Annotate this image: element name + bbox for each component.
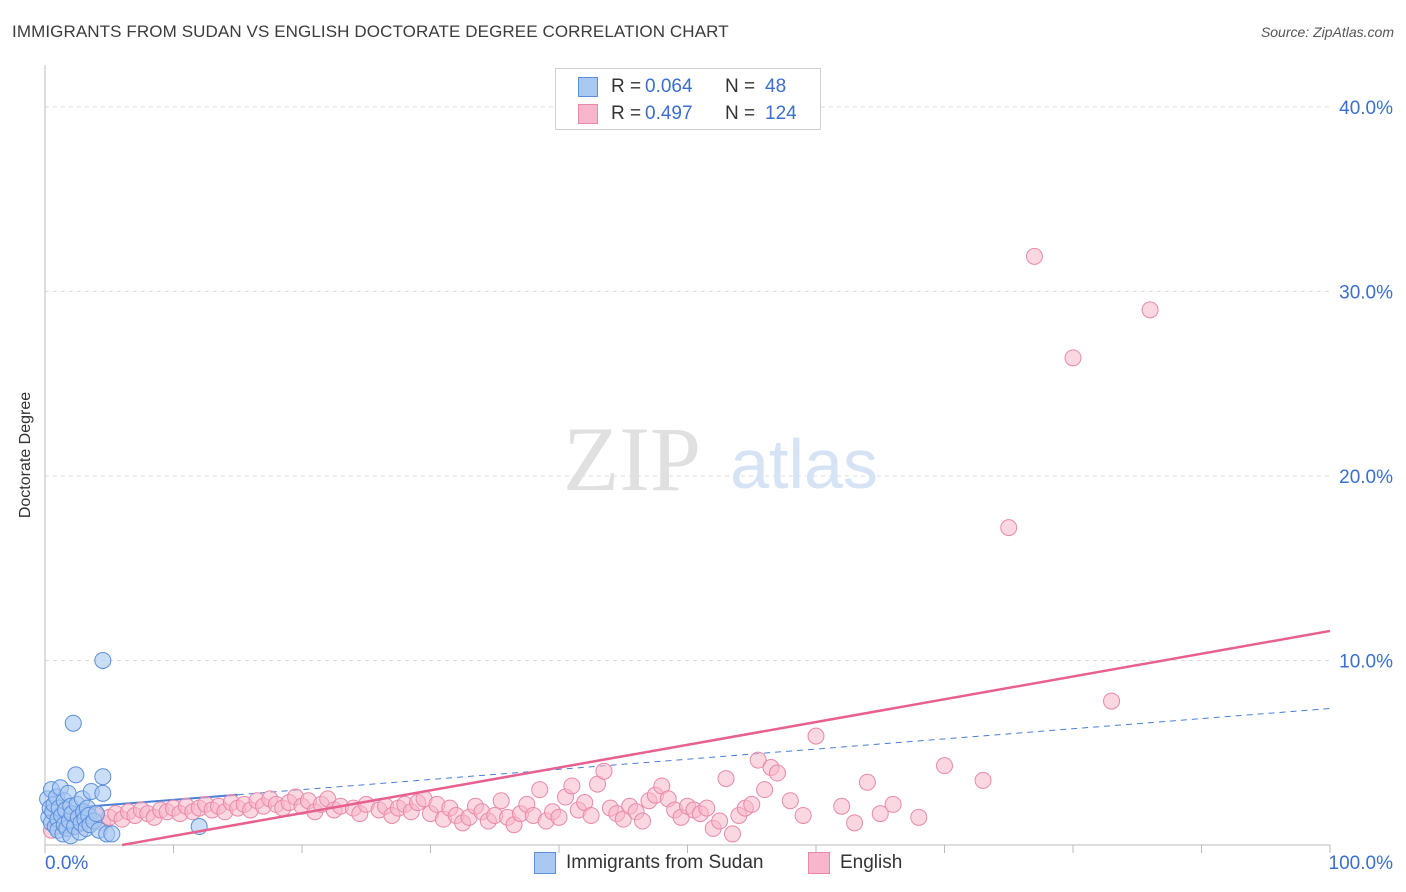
point-english	[749, 751, 767, 769]
point-english	[717, 770, 735, 788]
point-english	[1000, 519, 1018, 537]
point-english	[768, 764, 786, 782]
legend-swatch-english	[808, 852, 830, 874]
point-english	[794, 806, 812, 824]
point-english	[781, 792, 799, 810]
r-label: R =	[611, 76, 642, 97]
point-sudan	[94, 651, 112, 669]
point-english	[563, 777, 581, 795]
x-tick-label-min: 0.0%	[45, 853, 88, 874]
y-tick-label: 30.0%	[1339, 282, 1393, 303]
point-english	[1064, 349, 1082, 367]
point-english	[582, 806, 600, 824]
watermark-atlas: atlas	[730, 425, 878, 503]
axes	[44, 65, 1331, 853]
legend-item-sudan[interactable]: Immigrants from Sudan	[534, 852, 763, 874]
point-english	[871, 805, 889, 823]
point-english	[974, 771, 992, 789]
point-english	[884, 795, 902, 813]
x-tick-label-max: 100.0%	[1329, 853, 1394, 874]
legend-item-english[interactable]: English	[808, 852, 902, 874]
point-sudan	[87, 805, 105, 823]
stats-row-english: R = 0.497 N = 124	[578, 102, 797, 126]
point-english	[550, 808, 568, 826]
n-value: 48	[765, 76, 787, 97]
stats-box: R = 0.064 N = 48 R = 0.497 N = 124	[555, 68, 821, 130]
point-english	[531, 781, 549, 799]
point-english	[910, 808, 928, 826]
watermark: ZIP atlas	[563, 408, 878, 510]
source-label: Source: ZipAtlas.com	[1260, 24, 1394, 40]
point-english	[846, 814, 864, 832]
series-english	[42, 247, 1159, 843]
trend-line-english-path	[121, 629, 1331, 847]
point-sudan	[103, 825, 121, 843]
point-english	[1141, 301, 1159, 319]
tick-labels: 10.0% 20.0% 30.0% 40.0% 0.0% 100.0%	[45, 98, 1393, 874]
y-tick-label: 40.0%	[1339, 98, 1393, 119]
point-sudan	[94, 784, 112, 802]
n-label: N =	[725, 103, 756, 124]
trend-dashed-sudan	[237, 707, 1331, 796]
point-sudan	[94, 768, 112, 786]
swatch-sudan	[578, 77, 598, 97]
stats-row-sudan: R = 0.064 N = 48	[578, 75, 786, 99]
point-english	[634, 812, 652, 830]
y-tick-label: 20.0%	[1339, 467, 1393, 488]
trend-line-sudan	[44, 707, 1331, 811]
point-english	[492, 792, 510, 810]
point-sudan	[67, 766, 85, 784]
point-english	[1103, 692, 1121, 710]
point-english	[936, 757, 953, 775]
point-english	[698, 799, 716, 817]
r-value: 0.497	[645, 103, 693, 124]
n-label: N =	[725, 76, 756, 97]
swatch-english	[578, 104, 598, 124]
n-value: 124	[765, 103, 797, 124]
r-label: R =	[611, 103, 642, 124]
watermark-zip: ZIP	[563, 408, 701, 510]
point-english	[756, 781, 774, 799]
r-value: 0.064	[645, 76, 693, 97]
point-english	[858, 773, 876, 791]
legend-label-english: English	[840, 852, 903, 873]
point-english	[743, 795, 761, 813]
y-tick-label: 10.0%	[1339, 651, 1393, 672]
series-sudan	[39, 651, 208, 845]
point-sudan	[64, 714, 82, 732]
legend: Immigrants from Sudan English	[0, 852, 1406, 878]
point-english	[723, 825, 741, 843]
legend-swatch-sudan	[534, 852, 556, 874]
grid-lines	[45, 106, 1330, 661]
trend-line-english	[121, 629, 1331, 847]
point-english	[807, 727, 825, 745]
legend-label-sudan: Immigrants from Sudan	[566, 852, 764, 873]
point-english	[711, 812, 729, 830]
point-english	[595, 762, 613, 780]
chart-title: IMMIGRANTS FROM SUDAN VS ENGLISH DOCTORA…	[12, 22, 729, 41]
point-english	[1025, 247, 1043, 265]
point-english	[833, 797, 851, 815]
